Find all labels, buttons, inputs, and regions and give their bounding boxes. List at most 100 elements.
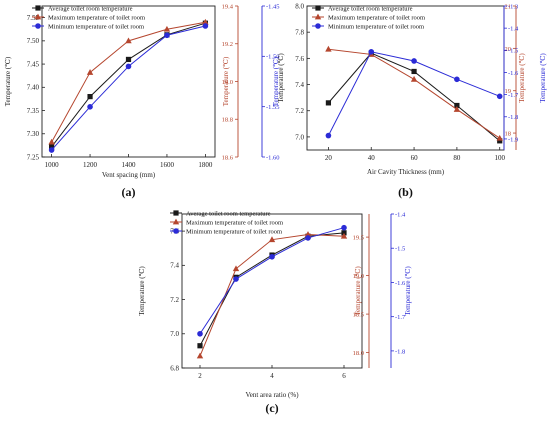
data-point-min [87,104,93,110]
data-point-min [368,49,375,55]
data-point-max [86,69,94,75]
chart-panel-b: 20 40 60 80 100 Air Cavity Thickness (mm) 7.0 7… [277,2,547,199]
data-point-avg [325,100,332,106]
x-axis-label: Air Cavity Thickness (mm) [367,168,445,176]
legend-label: Minimum temperature of toilet room [48,23,144,30]
data-point-max [325,45,332,52]
panel-label: (a) [122,185,136,199]
data-point-avg [197,343,203,349]
legend: Average toilet room temperature Maximum t… [170,210,283,235]
data-point-max [48,138,55,145]
red-axis-label: Temperature (℃) [222,56,230,106]
x-tick-label: 80 [453,154,461,162]
legend-marker [173,228,179,234]
legend: Average toilet room temperature Maximum t… [312,5,425,30]
legend-label: Average toilet room temperature [186,210,271,217]
red-y-tick-label: 19.0 [222,79,233,86]
y-tick-label: 7.4 [295,81,304,89]
y-axis-label: Temperature (℃) [138,266,146,316]
y-tick-label: 7.6 [295,55,304,63]
series-line-min [199,227,345,335]
blue-axis-label: Temperature (℃) [272,56,280,106]
legend-marker [314,13,322,20]
legend-marker [315,23,321,29]
data-point-avg [411,68,417,75]
data-point-max [268,236,276,243]
data-point-avg [125,56,132,63]
series-line-min [51,25,206,151]
red-y-tick-label: 19.0 [353,273,364,280]
red-axis-label: Temperature (℃) [354,266,362,316]
chart-panel-a: 1000 1200 1400 1600 1800 Vent spacing (mm) 7.2… [4,3,280,199]
data-point-avg [454,102,460,109]
legend-label: Maximum temperature of toilet room [328,14,425,21]
y-tick-label: 7.4 [170,262,179,270]
y-tick-label: 7.2 [295,107,304,115]
panel-label: (b) [398,185,413,199]
blue-y-tick-label: -1.7 [508,92,519,99]
legend: Average toilet room temperature Maximum t… [32,5,145,30]
data-point-min [305,235,311,241]
legend-marker [35,23,41,29]
y-tick-label: 7.35 [27,107,40,115]
red-y-tick-label: 19.2 [222,41,233,48]
series-line-avg [199,232,345,346]
data-point-min [164,32,170,39]
x-tick-label: 2 [198,372,202,380]
x-tick-label: 1400 [122,161,137,169]
y-tick-label: 6.8 [170,364,179,372]
y-tick-label: 7.50 [27,37,40,45]
y-tick-label: 7.2 [170,296,179,304]
y-tick-label: 7.0 [170,330,179,338]
legend-label: Average toilet room temperature [48,5,133,12]
y-tick-label: 7.30 [27,130,40,138]
red-y-tick-label: 18.0 [353,350,364,357]
y-tick-label: 8.0 [295,2,304,10]
legend-label: Minimum temperature of toilet room [186,228,282,235]
blue-y-tick-label: -1.4 [395,211,406,218]
blue-y-tick-label: -1.9 [508,136,518,143]
y-axis-label: Temperature (℃) [4,56,12,106]
blue-y-tick-label: -1.6 [508,70,519,77]
data-point-max [410,75,418,82]
y-tick-label: 7.45 [27,60,40,68]
data-point-max [453,106,461,112]
data-point-max [340,232,348,239]
data-point-max [163,25,171,32]
data-point-min [125,63,132,70]
x-tick-label: 1200 [83,161,98,169]
legend-label: Average toilet room temperature [328,5,413,12]
y-tick-label: 7.40 [27,84,40,92]
legend-marker [172,218,180,225]
y-tick-label: 7.8 [295,29,304,37]
legend-label: Minimum temperature of toilet room [328,23,424,30]
red-y-tick-label: 18.8 [222,117,233,124]
data-point-min [496,93,503,100]
data-point-max [202,18,209,25]
blue-y-tick-label: -1.7 [395,314,406,321]
legend-label: Maximum temperature of toilet room [48,14,145,21]
blue-y-tick-label: -1.6 [395,280,406,287]
data-point-max [125,37,132,44]
red-y-tick-label: 19 [505,88,512,95]
x-tick-label: 60 [411,154,419,162]
panel-label: (c) [265,401,278,415]
y-tick-label: 7.25 [27,153,40,161]
blue-y-tick-label: -1.3 [508,3,518,10]
data-point-avg [497,138,503,144]
x-axis-label: Vent spacing (mm) [102,171,156,179]
x-tick-label: 6 [342,372,346,380]
y-tick-label: 7.0 [295,133,304,141]
series-line-min [327,51,500,136]
legend-label: Maximum temperature of toilet room [186,219,283,226]
series-line-avg [328,52,501,142]
data-point-avg [341,230,347,236]
y-axis-label: Temperature (℃) [277,53,285,103]
blue-axis-label: Temperature (℃) [539,53,547,103]
x-tick-label: 40 [368,154,376,162]
blue-y-tick-label: -1.45 [266,3,280,10]
data-point-min [411,58,417,64]
legend-marker [34,13,42,20]
